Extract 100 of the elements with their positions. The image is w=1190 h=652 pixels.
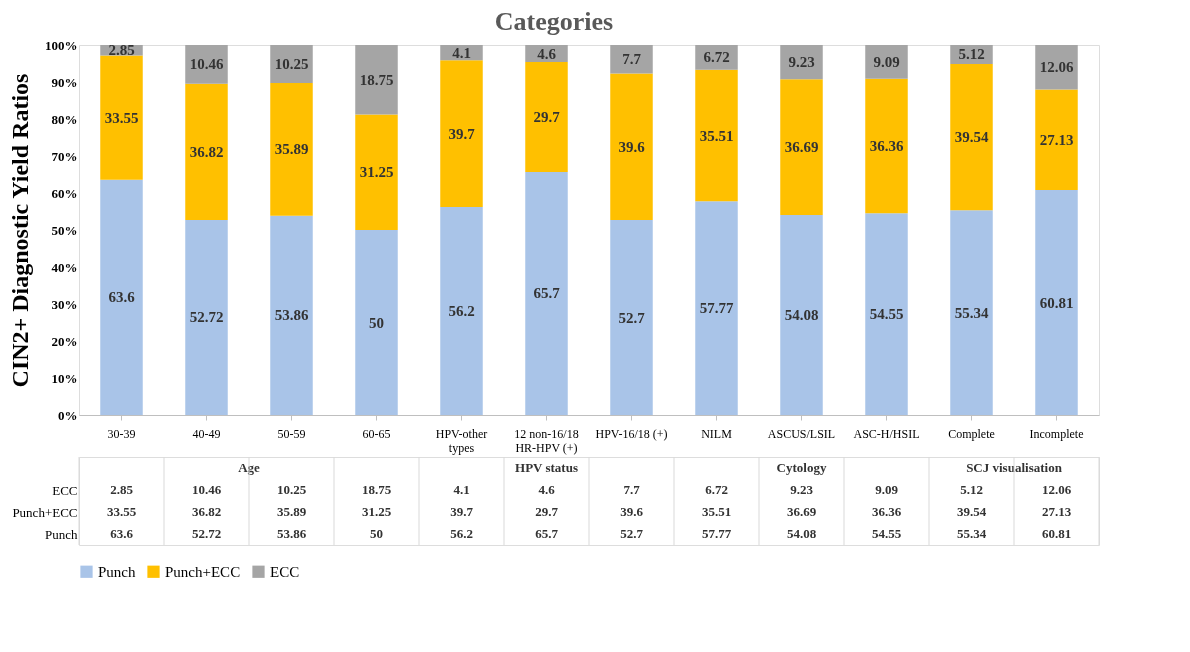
bar — [525, 62, 568, 172]
text: 39.54 — [954, 129, 989, 146]
y-tick-label: 0% — [58, 407, 78, 423]
y-tick-label: 80% — [51, 111, 78, 127]
bar — [100, 179, 143, 415]
data-label: 7.7 — [623, 482, 641, 497]
data-label: 57.77 — [701, 526, 732, 541]
text: 60.81 — [1039, 294, 1074, 311]
data-label: 39.54 — [956, 504, 987, 519]
y-tick-label: 100% — [45, 37, 78, 53]
data-label: 4.1 — [453, 482, 470, 497]
text: 52.7 — [618, 309, 645, 326]
text: 35.89 — [274, 141, 309, 158]
x-tick-label: 12 non-16/18 HR-HPV (+) — [514, 426, 579, 455]
bar — [695, 69, 738, 202]
bar — [185, 219, 228, 415]
y-tick-label: 20% — [51, 333, 78, 349]
text: 52.72 — [189, 309, 224, 326]
bar — [610, 45, 653, 74]
bar — [610, 220, 653, 415]
text: 9.23 — [788, 54, 815, 71]
text: 12.06 — [1039, 59, 1074, 76]
text: 6.72 — [703, 49, 730, 66]
data-label: 18.75 — [361, 482, 392, 497]
bar — [1035, 190, 1078, 415]
text: 33.55 — [104, 109, 139, 126]
legend-label: Punch+ECC — [165, 563, 241, 580]
text: HPV status — [515, 460, 578, 475]
x-tick-label: HPV-other types — [435, 426, 488, 455]
data-label: 27.13 — [1041, 504, 1072, 519]
data-label: 54.55 — [871, 526, 902, 541]
text: 56.2 — [448, 303, 475, 320]
bar — [270, 215, 313, 415]
data-label: 56.2 — [450, 526, 473, 541]
text: 63.6 — [108, 289, 135, 306]
data-label: 33.55 — [106, 504, 137, 519]
data-label: 65.7 — [535, 526, 559, 541]
text: 29.7 — [533, 108, 560, 125]
text: 31.25 — [359, 164, 394, 181]
x-tick-label: Complete — [948, 426, 995, 441]
text: 2.85 — [108, 42, 135, 59]
y-tick-label: 40% — [51, 259, 78, 275]
data-label: 63.6 — [110, 526, 134, 541]
data-label: 53.86 — [276, 526, 307, 541]
data-label: 2.85 — [110, 482, 134, 497]
data-label: 36.82 — [191, 504, 222, 519]
text: 4.1 — [452, 44, 471, 61]
data-label: 36.69 — [786, 504, 817, 519]
text: 5.12 — [958, 46, 985, 63]
legend-label: Punch — [98, 563, 136, 580]
bar — [950, 210, 993, 415]
bar — [440, 60, 483, 208]
bar — [355, 114, 398, 230]
y-tick-label: 70% — [51, 148, 78, 164]
data-label: 12.06 — [1041, 482, 1072, 497]
data-label: 29.7 — [535, 504, 559, 519]
text: SCJ visualisation — [966, 460, 1063, 475]
data-label: 35.51 — [701, 504, 732, 519]
bar — [355, 45, 398, 115]
data-label: 9.09 — [875, 482, 899, 497]
text: 10.46 — [189, 56, 224, 73]
data-label: 39.6 — [620, 504, 644, 519]
text: 18.75 — [359, 71, 394, 88]
text: ECC — [52, 482, 78, 498]
data-label: 35.89 — [276, 504, 307, 519]
data-label: 5.12 — [960, 482, 983, 497]
bar — [440, 207, 483, 415]
data-label: 39.7 — [450, 504, 474, 519]
text: 27.13 — [1039, 131, 1074, 148]
data-label: 52.72 — [191, 526, 222, 541]
bar — [355, 230, 398, 415]
data-label: 50 — [370, 526, 383, 541]
data-label: 6.72 — [705, 482, 728, 497]
text: 39.7 — [448, 125, 475, 142]
text: 54.55 — [869, 306, 904, 323]
data-label: 9.23 — [790, 482, 814, 497]
bar — [1035, 89, 1078, 190]
x-tick-label: 50-59 — [277, 426, 306, 441]
bar — [1035, 45, 1078, 90]
text: 9.09 — [873, 53, 900, 70]
text: 53.86 — [274, 307, 309, 324]
bar — [950, 63, 993, 211]
bar — [100, 55, 143, 180]
bar — [865, 213, 908, 415]
bar — [780, 214, 823, 415]
data-label: 10.25 — [276, 482, 307, 497]
x-tick-label: 40-49 — [192, 426, 221, 441]
data-label: 31.25 — [361, 504, 392, 519]
chart-title: Categories — [494, 6, 614, 36]
text: 35.51 — [699, 127, 734, 144]
y-tick-label: 90% — [51, 74, 78, 90]
data-label: 54.08 — [786, 526, 817, 541]
y-tick-label: 30% — [51, 296, 78, 312]
x-tick-label: HPV-16/18 (+) — [595, 426, 668, 441]
bar — [780, 79, 823, 215]
x-tick-label: 60-65 — [362, 426, 391, 441]
text: Age — [238, 460, 261, 475]
bar — [610, 73, 653, 221]
legend-label: ECC — [270, 563, 300, 580]
text: 10.25 — [274, 55, 309, 72]
